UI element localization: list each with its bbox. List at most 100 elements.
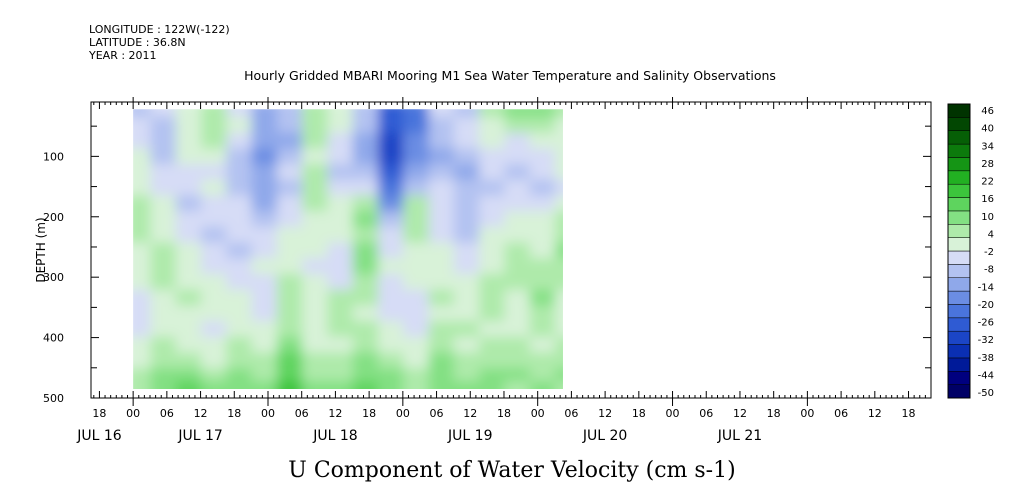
- y-tick-label: 200: [43, 211, 64, 224]
- colorbar-swatch: [947, 371, 971, 385]
- colorbar-label: -8: [984, 265, 994, 276]
- colorbar-label: -44: [978, 370, 994, 381]
- heatmap-cell: [200, 380, 243, 389]
- colorbar-label: 16: [981, 194, 994, 205]
- x-tick-label: 18: [497, 407, 511, 420]
- colorbar-swatch: [947, 197, 971, 212]
- colorbar-frame: [947, 103, 971, 399]
- x-tick-label: 06: [699, 407, 713, 420]
- x-tick-label: 12: [598, 407, 612, 420]
- x-day-label: JUL 16: [76, 428, 122, 444]
- heatmap-cell: [226, 380, 268, 389]
- x-tick-label: 00: [531, 407, 545, 420]
- colorbar-swatch: [947, 264, 971, 278]
- colorbar-label: 34: [981, 141, 994, 152]
- colorbar-label: 28: [981, 159, 994, 170]
- heatmap-cell: [150, 380, 192, 389]
- heatmap-cell: [504, 380, 546, 389]
- plot-frame: [90, 101, 932, 399]
- x-tick-label: 06: [834, 407, 848, 420]
- colorbar-swatch: [947, 250, 971, 265]
- colorbar-label: -50: [978, 388, 994, 399]
- colorbar-swatch: [947, 170, 971, 185]
- header-year: YEAR : 2011: [89, 49, 157, 62]
- y-axis-label: DEPTH (m): [34, 217, 48, 282]
- x-tick-label: 12: [194, 407, 208, 420]
- x-tick-label: 06: [295, 407, 309, 420]
- x-tick-label: 18: [902, 407, 916, 420]
- colorbar-swatch: [947, 117, 971, 131]
- colorbar-label: -14: [978, 282, 994, 293]
- heatmap-cell: [479, 380, 521, 389]
- heatmap-cell: [403, 380, 445, 389]
- x-tick-label: 00: [666, 407, 680, 420]
- x-day-label: JUL 19: [447, 428, 492, 444]
- heatmap-cell: [276, 380, 319, 389]
- x-day-label: JUL 18: [312, 428, 357, 444]
- colorbar-label: -20: [978, 300, 994, 311]
- x-day-label: JUL 17: [177, 428, 222, 444]
- header-longitude: LONGITUDE : 122W(-122): [89, 23, 230, 36]
- colorbar-swatch: [947, 143, 971, 158]
- heatmap-cell: [554, 380, 563, 389]
- heatmap-cell: [529, 380, 563, 389]
- colorbar-swatch: [947, 304, 971, 319]
- colorbar-swatch: [947, 130, 971, 145]
- heatmap-cell: [554, 368, 563, 389]
- colorbar-label: 22: [981, 177, 994, 188]
- x-day-label: JUL 20: [582, 428, 627, 444]
- colorbar-label: 10: [981, 212, 994, 223]
- colorbar-label: -38: [978, 353, 994, 364]
- y-tick-label: 300: [43, 271, 64, 284]
- y-tick-label: 500: [43, 392, 64, 405]
- colorbar-swatch: [947, 224, 971, 238]
- x-tick-label: 12: [868, 407, 882, 420]
- y-tick-label: 400: [43, 332, 64, 345]
- x-tick-label: 18: [632, 407, 646, 420]
- x-tick-label: 06: [160, 407, 174, 420]
- x-tick-label: 12: [463, 407, 477, 420]
- colorbar-swatch: [947, 237, 971, 252]
- colorbar-swatch: [947, 357, 971, 372]
- y-tick-label: 100: [43, 150, 64, 163]
- x-tick-label: 18: [227, 407, 241, 420]
- x-tick-label: 06: [564, 407, 578, 420]
- heatmap-cell: [377, 380, 420, 389]
- heatmap-cell: [133, 380, 167, 389]
- x-tick-label: 12: [733, 407, 747, 420]
- colorbar-swatch: [947, 384, 971, 399]
- heatmap-cell: [453, 380, 496, 389]
- x-tick-label: 18: [92, 407, 106, 420]
- heatmap-cell: [428, 380, 470, 389]
- x-tick-label: 00: [261, 407, 275, 420]
- colorbar-swatch: [947, 317, 971, 332]
- colorbar-label: -2: [984, 247, 994, 258]
- colorbar-label: 46: [981, 106, 994, 117]
- heatmap-cell: [302, 380, 344, 389]
- heatmap-field: [133, 109, 563, 389]
- heatmap-cell: [175, 380, 217, 389]
- heatmap-cell: [251, 380, 293, 389]
- colorbar-swatch: [947, 157, 971, 172]
- colorbar-swatch: [947, 210, 971, 225]
- x-tick-label: 00: [126, 407, 140, 420]
- colorbar-swatch: [947, 330, 971, 345]
- heatmap-cell: [352, 380, 394, 389]
- colorbar-swatch: [947, 277, 971, 292]
- x-tick-label: 18: [767, 407, 781, 420]
- colorbar-label: 40: [981, 124, 994, 135]
- colorbar-label: -26: [978, 318, 994, 329]
- x-tick-label: 12: [328, 407, 342, 420]
- x-day-label: JUL 21: [717, 428, 762, 444]
- colorbar-label: 4: [988, 229, 994, 240]
- colorbar-swatch: [947, 344, 971, 359]
- colorbar-swatch: [947, 183, 971, 198]
- x-tick-label: 18: [362, 407, 376, 420]
- x-tick-label: 06: [430, 407, 444, 420]
- chart-title: Hourly Gridded MBARI Mooring M1 Sea Wate…: [244, 68, 776, 83]
- colorbar: -50 -44 -38 -32 -26 -20 -14 -8 -2 4 10 16 22 28 34 40 46: [947, 103, 994, 399]
- colorbar-swatch: [947, 103, 971, 118]
- variable-label: U Component of Water Velocity (cm s-1): [288, 458, 735, 483]
